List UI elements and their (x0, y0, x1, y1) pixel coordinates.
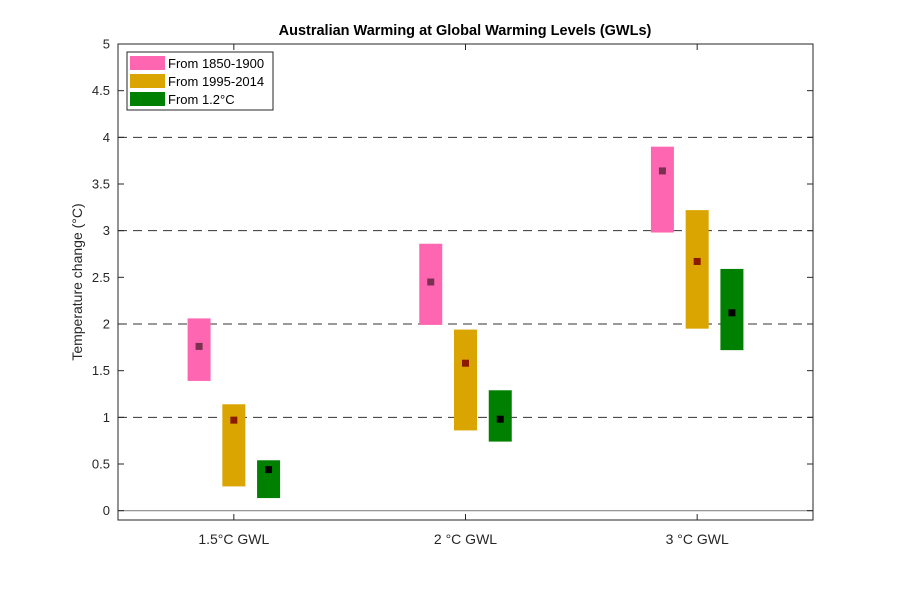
y-tick-label: 3.5 (92, 177, 110, 192)
legend-swatch (130, 92, 165, 106)
x-tick-label: 1.5°C GWL (198, 531, 269, 547)
y-tick-label: 0 (103, 503, 110, 518)
y-tick-label: 2 (103, 317, 110, 332)
x-tick-label: 2 °C GWL (434, 531, 497, 547)
x-tick-label: 3 °C GWL (666, 531, 729, 547)
y-tick-label: 4.5 (92, 83, 110, 98)
median-marker (427, 278, 435, 286)
median-marker (658, 167, 666, 175)
chart-title: Australian Warming at Global Warming Lev… (279, 23, 652, 39)
legend-label: From 1995-2014 (168, 74, 264, 89)
range-bar (685, 210, 709, 329)
y-tick-label: 2.5 (92, 270, 110, 285)
range-bar (222, 404, 246, 487)
y-tick-label: 1.5 (92, 363, 110, 378)
y-tick-label: 0.5 (92, 457, 110, 472)
median-marker (265, 466, 273, 474)
y-tick-label: 4 (103, 130, 110, 145)
y-tick-label: 1 (103, 410, 110, 425)
median-marker (693, 257, 701, 265)
range-bar (257, 460, 281, 499)
range-bar (454, 329, 477, 431)
axes-box (117, 43, 814, 521)
y-tick-label: 5 (103, 37, 110, 52)
median-marker (195, 342, 203, 350)
legend-label: From 1.2°C (168, 92, 235, 107)
median-marker (230, 416, 238, 424)
y-axis-label: Temperature change (°C) (69, 203, 85, 360)
legend-swatch (130, 74, 165, 88)
median-marker (462, 359, 469, 367)
legend: From 1850-1900 From 1995-2014 From 1.2°C (126, 51, 274, 111)
range-bar (650, 146, 674, 233)
legend-label: From 1850-1900 (168, 56, 264, 71)
median-marker (496, 415, 504, 423)
legend-swatch (130, 56, 165, 70)
y-tick-label: 3 (103, 223, 110, 238)
median-marker (728, 309, 736, 317)
